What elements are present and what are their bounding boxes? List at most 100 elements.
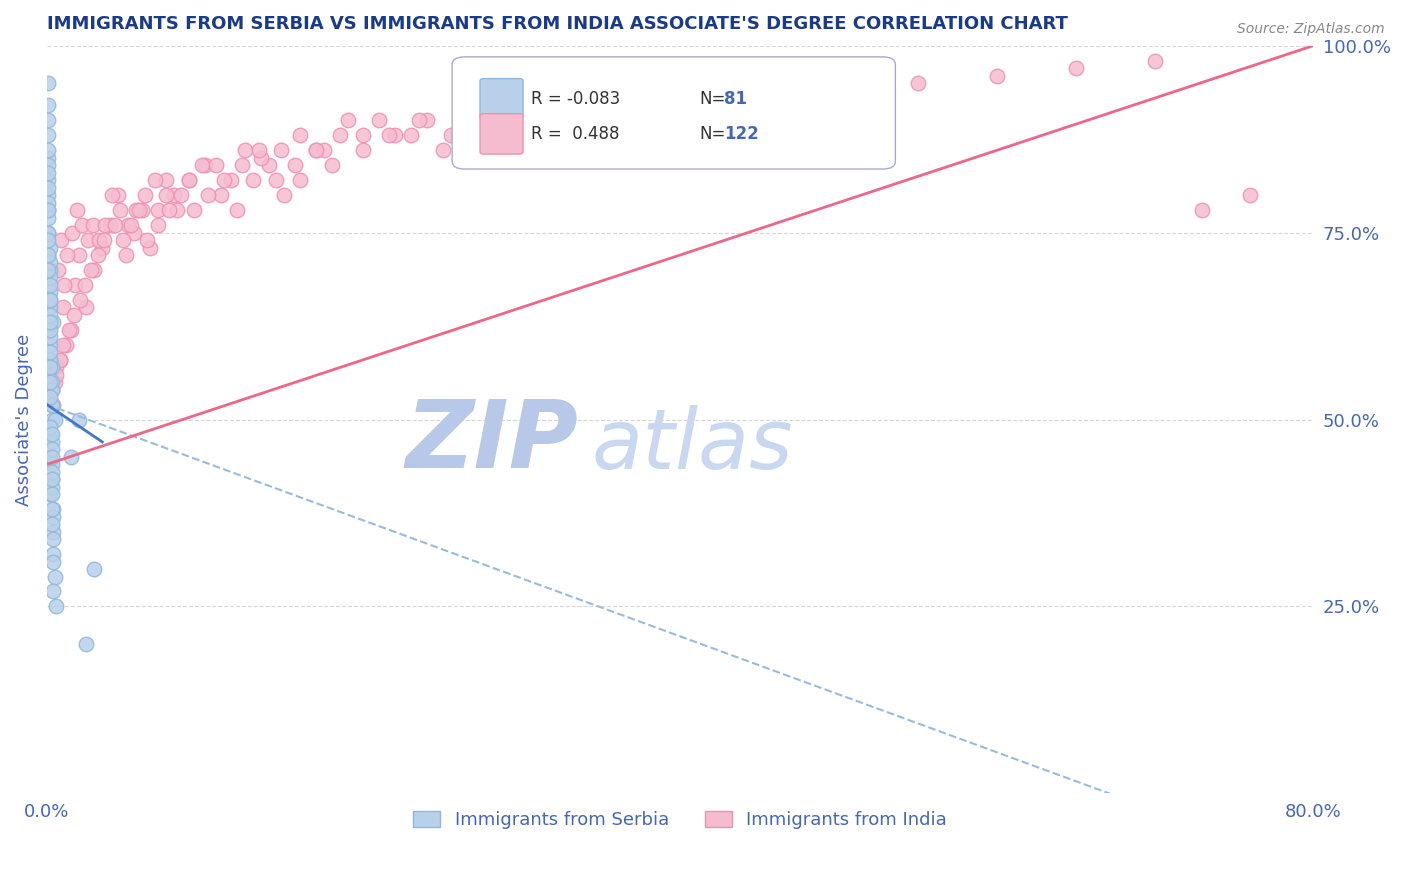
Point [122,226,145,240]
Point [353,144,375,158]
Point [44,569,66,583]
Point [37,173,59,187]
Point [75,637,97,651]
Point [225,203,247,218]
Point [479,128,502,143]
Point [135,233,157,247]
Point [827,69,849,83]
Point [652,128,675,143]
Point [41,472,63,486]
Point [62,308,84,322]
Point [37,203,59,218]
Text: R = -0.083: R = -0.083 [530,90,620,108]
Point [37,76,59,90]
Point [48,352,70,367]
Point [399,128,422,143]
Point [39,293,62,307]
Point [39,323,62,337]
Point [39,263,62,277]
Point [288,128,311,143]
Point [41,465,63,479]
Point [70,218,93,232]
Text: atlas: atlas [592,405,793,486]
Point [128,203,150,218]
Point [519,98,541,112]
Point [42,532,65,546]
Point [447,128,470,143]
Point [39,330,62,344]
Point [37,263,59,277]
Point [41,398,63,412]
Point [83,562,105,576]
Point [37,144,59,158]
Point [39,315,62,329]
Point [353,128,375,143]
Point [37,151,59,165]
Point [115,248,138,262]
Point [39,360,62,375]
Point [94,218,117,232]
Point [39,427,62,442]
Point [439,128,461,143]
Point [67,248,90,262]
Point [432,144,454,158]
Point [179,173,201,187]
Point [41,480,63,494]
Point [134,188,156,202]
Point [45,368,67,382]
Point [41,398,63,412]
Point [37,180,59,194]
Point [288,173,311,187]
Point [1064,61,1087,75]
Point [378,128,401,143]
Point [39,375,62,389]
Point [37,248,59,262]
Point [39,293,62,307]
Point [183,203,205,218]
Point [155,173,177,187]
Point [37,195,59,210]
Point [39,487,62,501]
Text: N=: N= [699,125,725,143]
Point [104,218,127,232]
Point [305,144,328,158]
Point [56,248,79,262]
Point [384,128,406,143]
Point [37,166,59,180]
Point [231,158,253,172]
Point [1239,188,1261,202]
Point [98,218,121,232]
Point [39,277,62,292]
Point [42,555,65,569]
Point [139,241,162,255]
Point [44,412,66,426]
Point [42,502,65,516]
Text: 122: 122 [724,125,759,143]
Point [748,83,770,97]
Point [41,434,63,449]
Point [558,98,581,112]
Point [510,128,533,143]
Point [107,188,129,202]
Point [42,584,65,599]
Point [42,315,65,329]
Point [827,83,849,97]
Text: Source: ZipAtlas.com: Source: ZipAtlas.com [1237,22,1385,37]
Point [39,337,62,351]
Point [41,412,63,426]
Point [37,277,59,292]
Point [37,158,59,172]
Point [606,98,628,112]
Point [41,442,63,457]
Point [37,226,59,240]
Point [41,383,63,397]
Point [44,375,66,389]
Point [146,203,169,218]
Point [39,241,62,255]
Point [312,144,335,158]
Point [270,144,292,158]
Point [247,144,270,158]
Point [39,450,62,464]
Point [66,203,89,218]
Point [69,293,91,307]
